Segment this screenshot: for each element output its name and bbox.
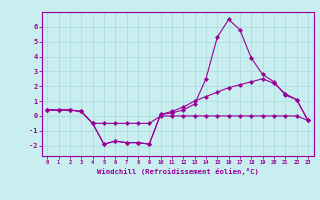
X-axis label: Windchill (Refroidissement éolien,°C): Windchill (Refroidissement éolien,°C): [97, 168, 259, 175]
